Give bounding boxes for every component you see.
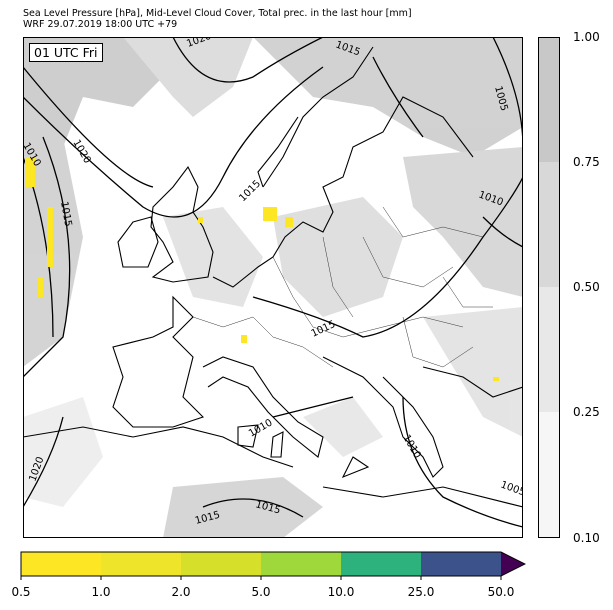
- precip-band-10.0-25.0: [341, 552, 421, 576]
- cloud-tick-label: 0.75: [573, 155, 600, 169]
- chart-title: Sea Level Pressure [hPa], Mid-Level Clou…: [23, 8, 412, 19]
- cloud-tick-label: 1.00: [573, 30, 600, 44]
- valid-time-label: 01 UTC Fri: [29, 43, 103, 62]
- precip-band-2.0-5.0: [181, 552, 261, 576]
- cloud-band-075-100: [538, 37, 560, 162]
- chart-subtitle: WRF 29.07.2019 18:00 UTC +79: [23, 19, 178, 30]
- cloud-tick-label: 0.10: [573, 531, 600, 545]
- precip-band-0.5-1.0: [21, 552, 101, 576]
- cloud-tick-label: 0.50: [573, 280, 600, 294]
- precip-band-5.0-10.0: [261, 552, 341, 576]
- precip-tick-label: 25.0: [407, 585, 435, 599]
- cloud-band-010-025: [538, 412, 560, 538]
- isobar-label: 1015: [58, 201, 73, 228]
- precip-tick-label: 2.0: [171, 585, 191, 599]
- country-borders: [192, 206, 493, 368]
- cloud-band-025-050: [538, 287, 560, 412]
- precip-tick-label: 0.5: [11, 585, 31, 599]
- precip-tick-label: 50.0: [487, 585, 515, 599]
- precip-band-1.0-2.0: [101, 552, 181, 576]
- coastlines: [23, 46, 523, 508]
- precipitation-layer: [25, 157, 499, 381]
- cloud-tick-label: 0.25: [573, 405, 600, 419]
- precip-extend-arrow: [501, 552, 525, 576]
- precipitation-colorbar: [20, 551, 526, 580]
- cloud-band-050-075: [538, 162, 560, 287]
- precip-tick-label: 10.0: [327, 585, 355, 599]
- precip-tick-label: 1.0: [91, 585, 111, 599]
- precip-band-25.0-50.0: [421, 552, 501, 576]
- precip-tick-label: 5.0: [251, 585, 271, 599]
- cloud-cover-colorbar: [538, 37, 560, 538]
- weather-map: 1020 1015 1005 1010 1020 1010 1015 1015 …: [23, 37, 523, 538]
